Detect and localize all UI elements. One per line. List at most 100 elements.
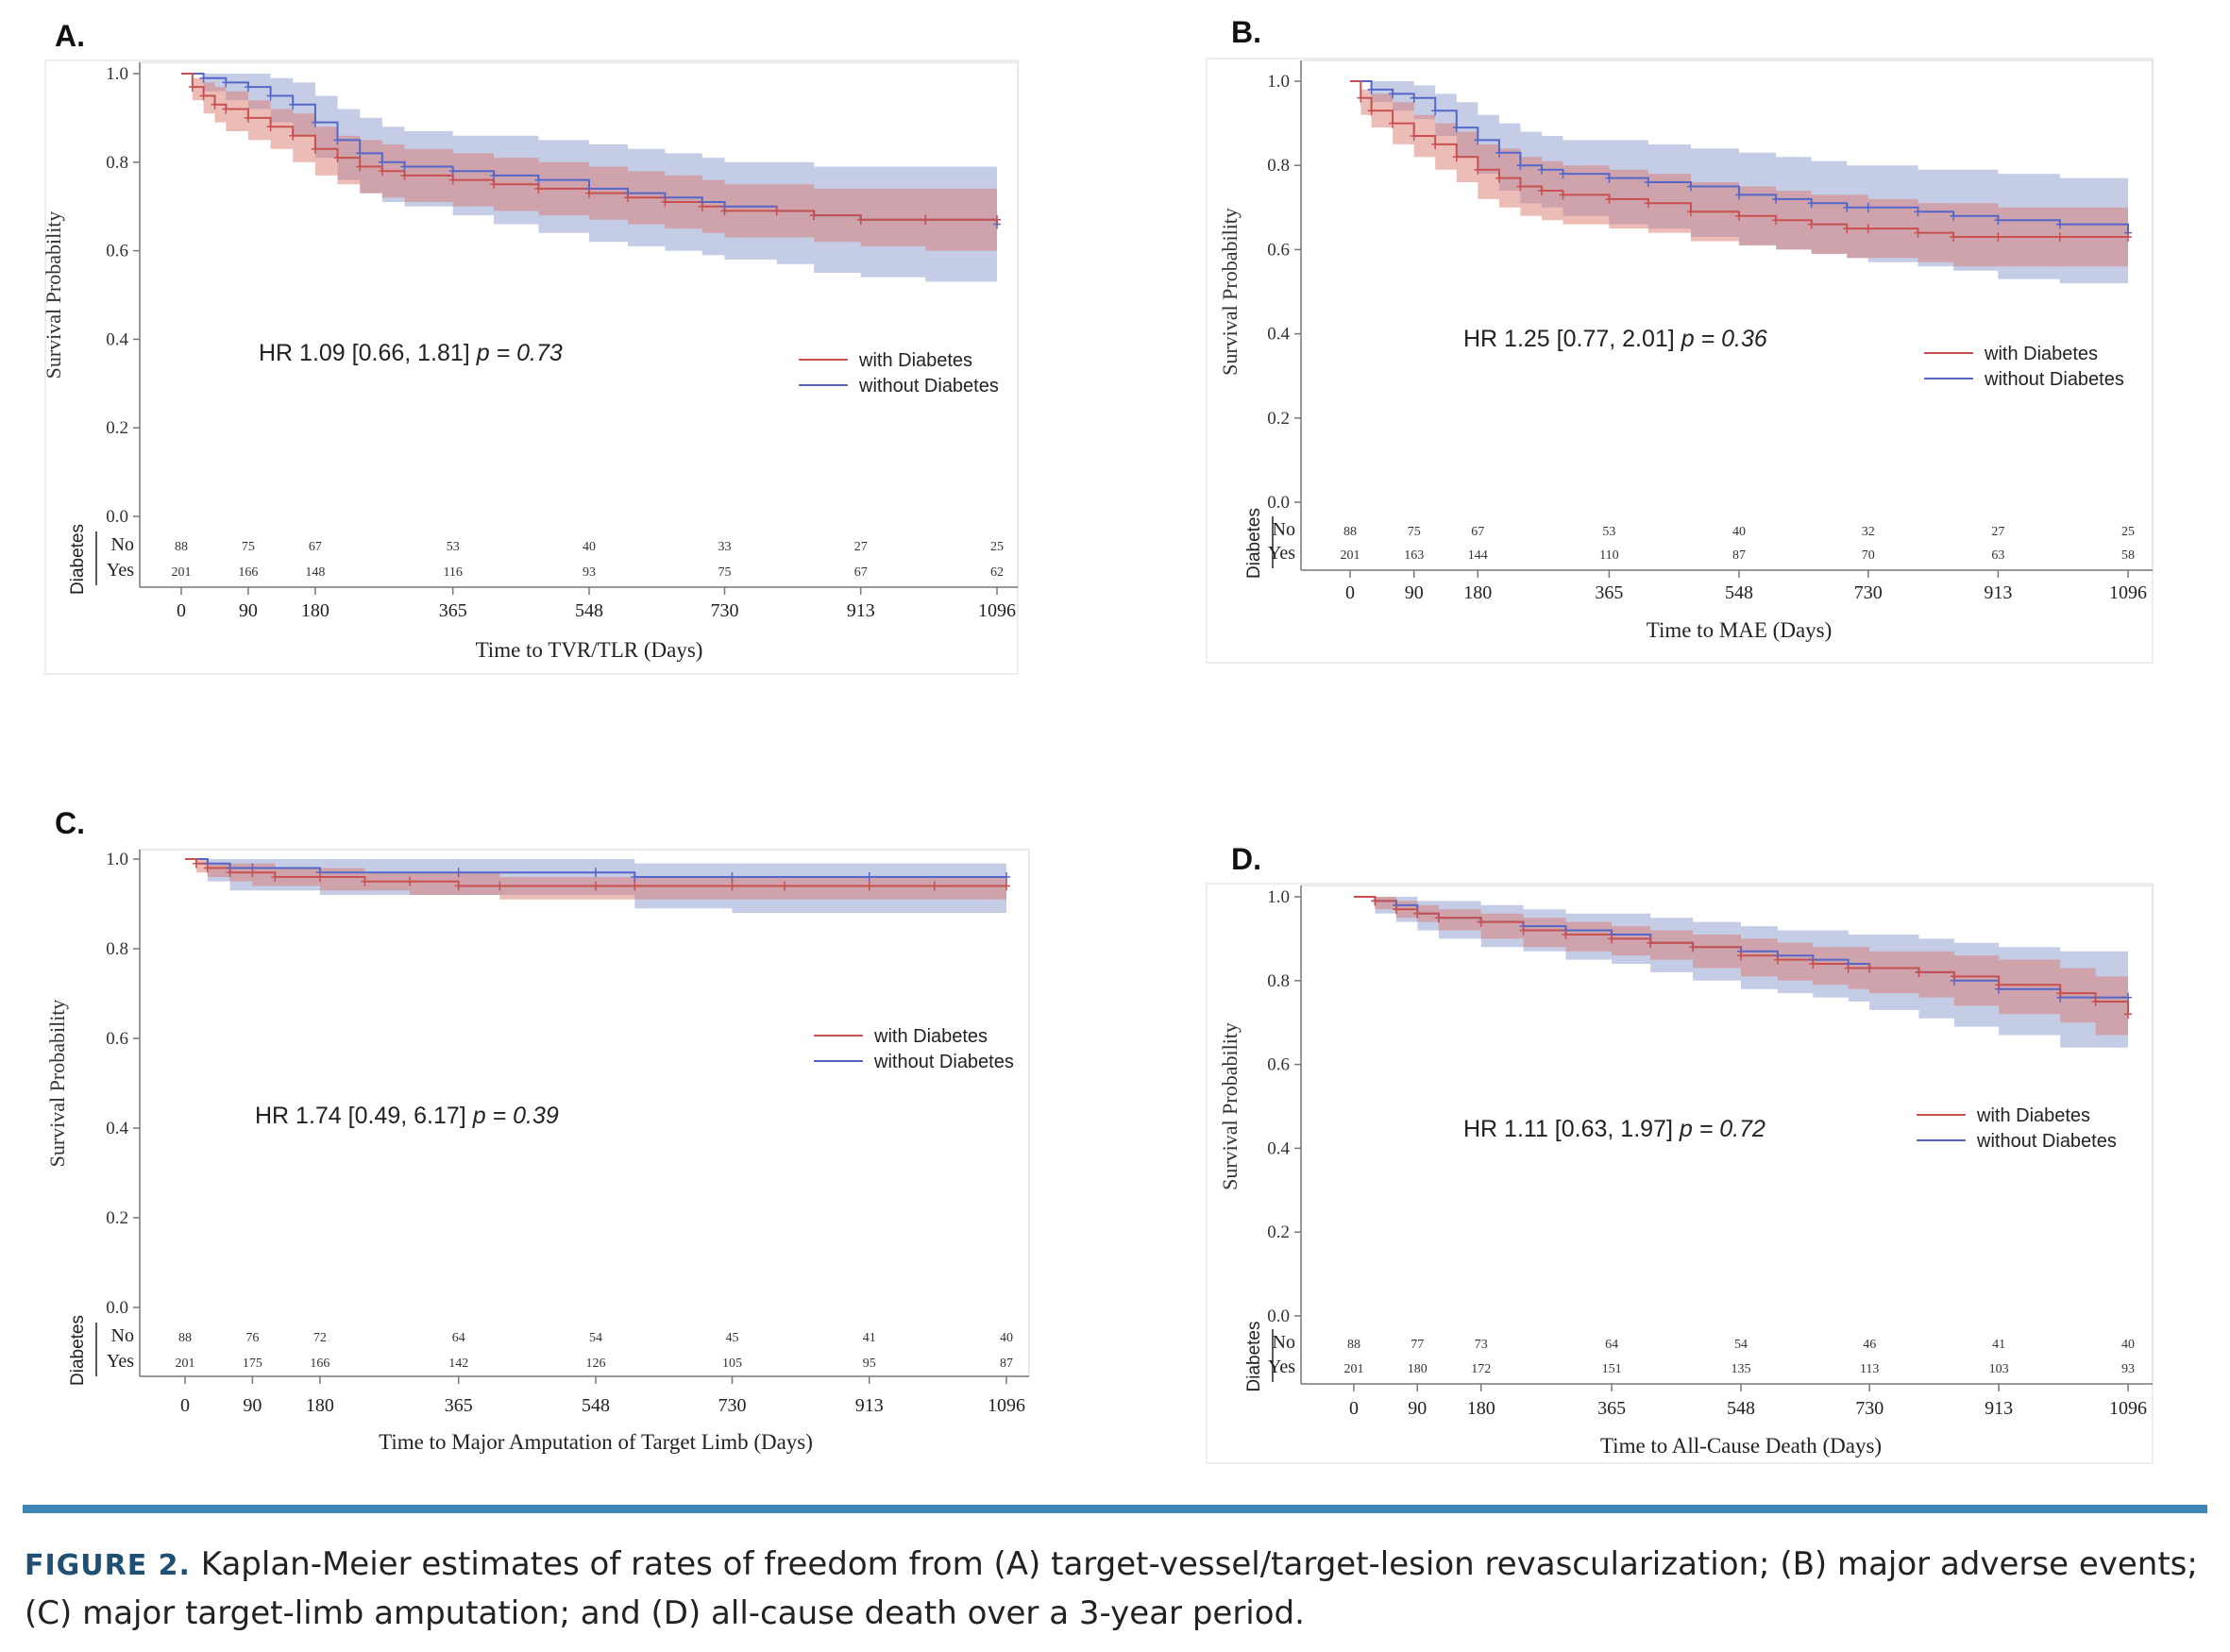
censor-mark-with-diabetes: [810, 211, 819, 221]
km-plot-d: 0.0 0.2 0.4 0.6 0.8 1.0 Survival Probability 0 9…: [1206, 883, 2154, 1464]
risk-count-no: 25: [2121, 525, 2135, 539]
censor-mark-with-diabetes: [1994, 232, 2002, 242]
risk-row-label-yes: Yes: [107, 560, 134, 581]
p-value-text: p = 0.72: [1679, 1116, 1765, 1142]
censor-mark-with-diabetes: [1003, 881, 1010, 891]
x-tick-label: 1096: [2109, 1398, 2147, 1419]
censor-mark-without-diabetes: [1864, 202, 1872, 212]
panel-b: B. 0.0 0.2 0.4 0.6 0.8 1.0 Survival Probabilit…: [1161, 0, 2230, 689]
risk-count-no: 45: [726, 1331, 739, 1345]
censor-mark-with-diabetes: [1562, 930, 1570, 939]
y-tick-label: 0.8: [106, 153, 128, 173]
x-tick-label: 180: [301, 600, 329, 621]
p-value-text: p = 0.73: [476, 340, 563, 366]
censor-mark-with-diabetes: [1389, 118, 1397, 128]
censor-mark-without-diabetes: [1772, 194, 1781, 204]
y-tick-label: 0.2: [106, 418, 128, 438]
km-curve-without-diabetes: [1350, 80, 2129, 233]
risk-count-no: 77: [1411, 1338, 1424, 1352]
censor-mark-with-diabetes: [271, 872, 279, 882]
risk-count-no: 40: [1000, 1331, 1013, 1345]
y-tick-label: 0.0: [106, 1298, 128, 1318]
risk-count-no: 41: [863, 1331, 876, 1345]
censor-mark-with-diabetes: [496, 881, 504, 891]
y-tick-label: 1.0: [106, 850, 128, 869]
risk-count-no: 75: [1408, 525, 1421, 539]
censor-mark-with-diabetes: [1772, 215, 1781, 226]
risk-row-label-yes: Yes: [107, 1351, 134, 1372]
risk-row-label-no: No: [111, 534, 134, 555]
censor-mark-with-diabetes: [188, 82, 196, 93]
x-tick-label: 365: [1595, 582, 1623, 603]
risk-count-no: 88: [1347, 1338, 1360, 1352]
legend-label: with Diabetes: [1976, 1105, 2090, 1126]
censor-mark-without-diabetes: [1495, 147, 1503, 158]
censor-mark-with-diabetes: [930, 881, 938, 891]
censor-mark-without-diabetes: [1914, 207, 1922, 217]
hr-text: HR 1.74 [0.49, 6.17]: [255, 1103, 473, 1129]
y-tick-label: 0.0: [1267, 1306, 1290, 1326]
censor-mark-with-diabetes: [448, 175, 457, 185]
risk-count-yes: 63: [1991, 548, 2004, 563]
censor-mark-without-diabetes: [1431, 106, 1440, 116]
ci-band-with-diabetes: [185, 859, 1006, 900]
censor-mark-without-diabetes: [1003, 872, 1010, 882]
censor-mark-without-diabetes: [2124, 992, 2132, 1003]
p-value-text: p = 0.36: [1681, 326, 1767, 352]
risk-count-yes: 105: [722, 1357, 742, 1371]
censor-mark-without-diabetes: [1474, 135, 1482, 145]
x-tick-label: 548: [575, 600, 603, 621]
panel-letter: D.: [1231, 842, 1261, 876]
risk-count-yes: 166: [310, 1357, 329, 1371]
censor-mark-with-diabetes: [1431, 139, 1440, 149]
censor-mark-with-diabetes: [1608, 934, 1616, 944]
y-tick-label: 0.2: [1267, 1222, 1290, 1242]
censor-mark-with-diabetes: [454, 881, 463, 891]
y-tick-label: 0.6: [1267, 1055, 1290, 1075]
risk-count-yes: 201: [172, 565, 192, 580]
risk-count-yes: 103: [1989, 1362, 2009, 1376]
risk-count-yes: 95: [863, 1357, 876, 1371]
censor-mark-with-diabetes: [192, 858, 200, 868]
x-tick-label: 0: [1345, 582, 1355, 603]
censor-mark-with-diabetes: [1559, 190, 1567, 200]
censor-mark-with-diabetes: [720, 206, 729, 216]
censor-mark-with-diabetes: [993, 214, 1001, 225]
censor-mark-without-diabetes: [1516, 160, 1525, 171]
censor-mark-with-diabetes: [728, 881, 736, 891]
x-tick-label: 1096: [2109, 582, 2147, 603]
censor-mark-with-diabetes: [244, 112, 252, 123]
censor-mark-with-diabetes: [856, 214, 865, 225]
censor-mark-without-diabetes: [222, 77, 230, 88]
censor-mark-without-diabetes: [1452, 123, 1461, 133]
censor-mark-with-diabetes: [1371, 896, 1379, 906]
censor-mark-with-diabetes: [1843, 224, 1851, 234]
x-tick-label: 0: [180, 1395, 190, 1416]
censor-mark-with-diabetes: [361, 876, 369, 886]
risk-row-label-yes: Yes: [1268, 543, 1295, 564]
figure-label: FIGURE 2.: [25, 1549, 191, 1582]
x-axis-label: Time to TVR/TLR (Days): [476, 638, 703, 662]
risk-count-yes: 163: [1404, 548, 1424, 563]
censor-mark-with-diabetes: [1737, 951, 1745, 961]
risk-count-yes: 144: [1468, 548, 1488, 563]
censor-mark-with-diabetes: [585, 188, 593, 198]
ci-band-with-diabetes: [1350, 81, 2128, 267]
censor-mark-with-diabetes: [1844, 963, 1852, 973]
risk-count-no: 25: [990, 540, 1004, 554]
risk-count-no: 40: [583, 540, 596, 554]
km-curve-with-diabetes: [1354, 896, 2129, 1015]
risk-count-yes: 93: [583, 565, 596, 580]
censor-mark-with-diabetes: [2056, 988, 2065, 999]
censor-mark-without-diabetes: [1807, 198, 1816, 209]
x-axis-label: Time to All-Cause Death (Days): [1600, 1434, 1882, 1458]
y-axis-label: Survival Probability: [1218, 208, 1242, 376]
risk-count-yes: 135: [1732, 1362, 1751, 1376]
censor-mark-with-diabetes: [1538, 186, 1546, 195]
censor-mark-with-diabetes: [1864, 224, 1872, 234]
censor-mark-with-diabetes: [1434, 913, 1443, 923]
x-axis-label: Time to Major Amputation of Target Limb …: [379, 1430, 813, 1454]
censor-mark-without-diabetes: [631, 872, 639, 882]
risk-count-yes: 75: [718, 565, 732, 580]
risk-count-no: 54: [589, 1331, 602, 1345]
